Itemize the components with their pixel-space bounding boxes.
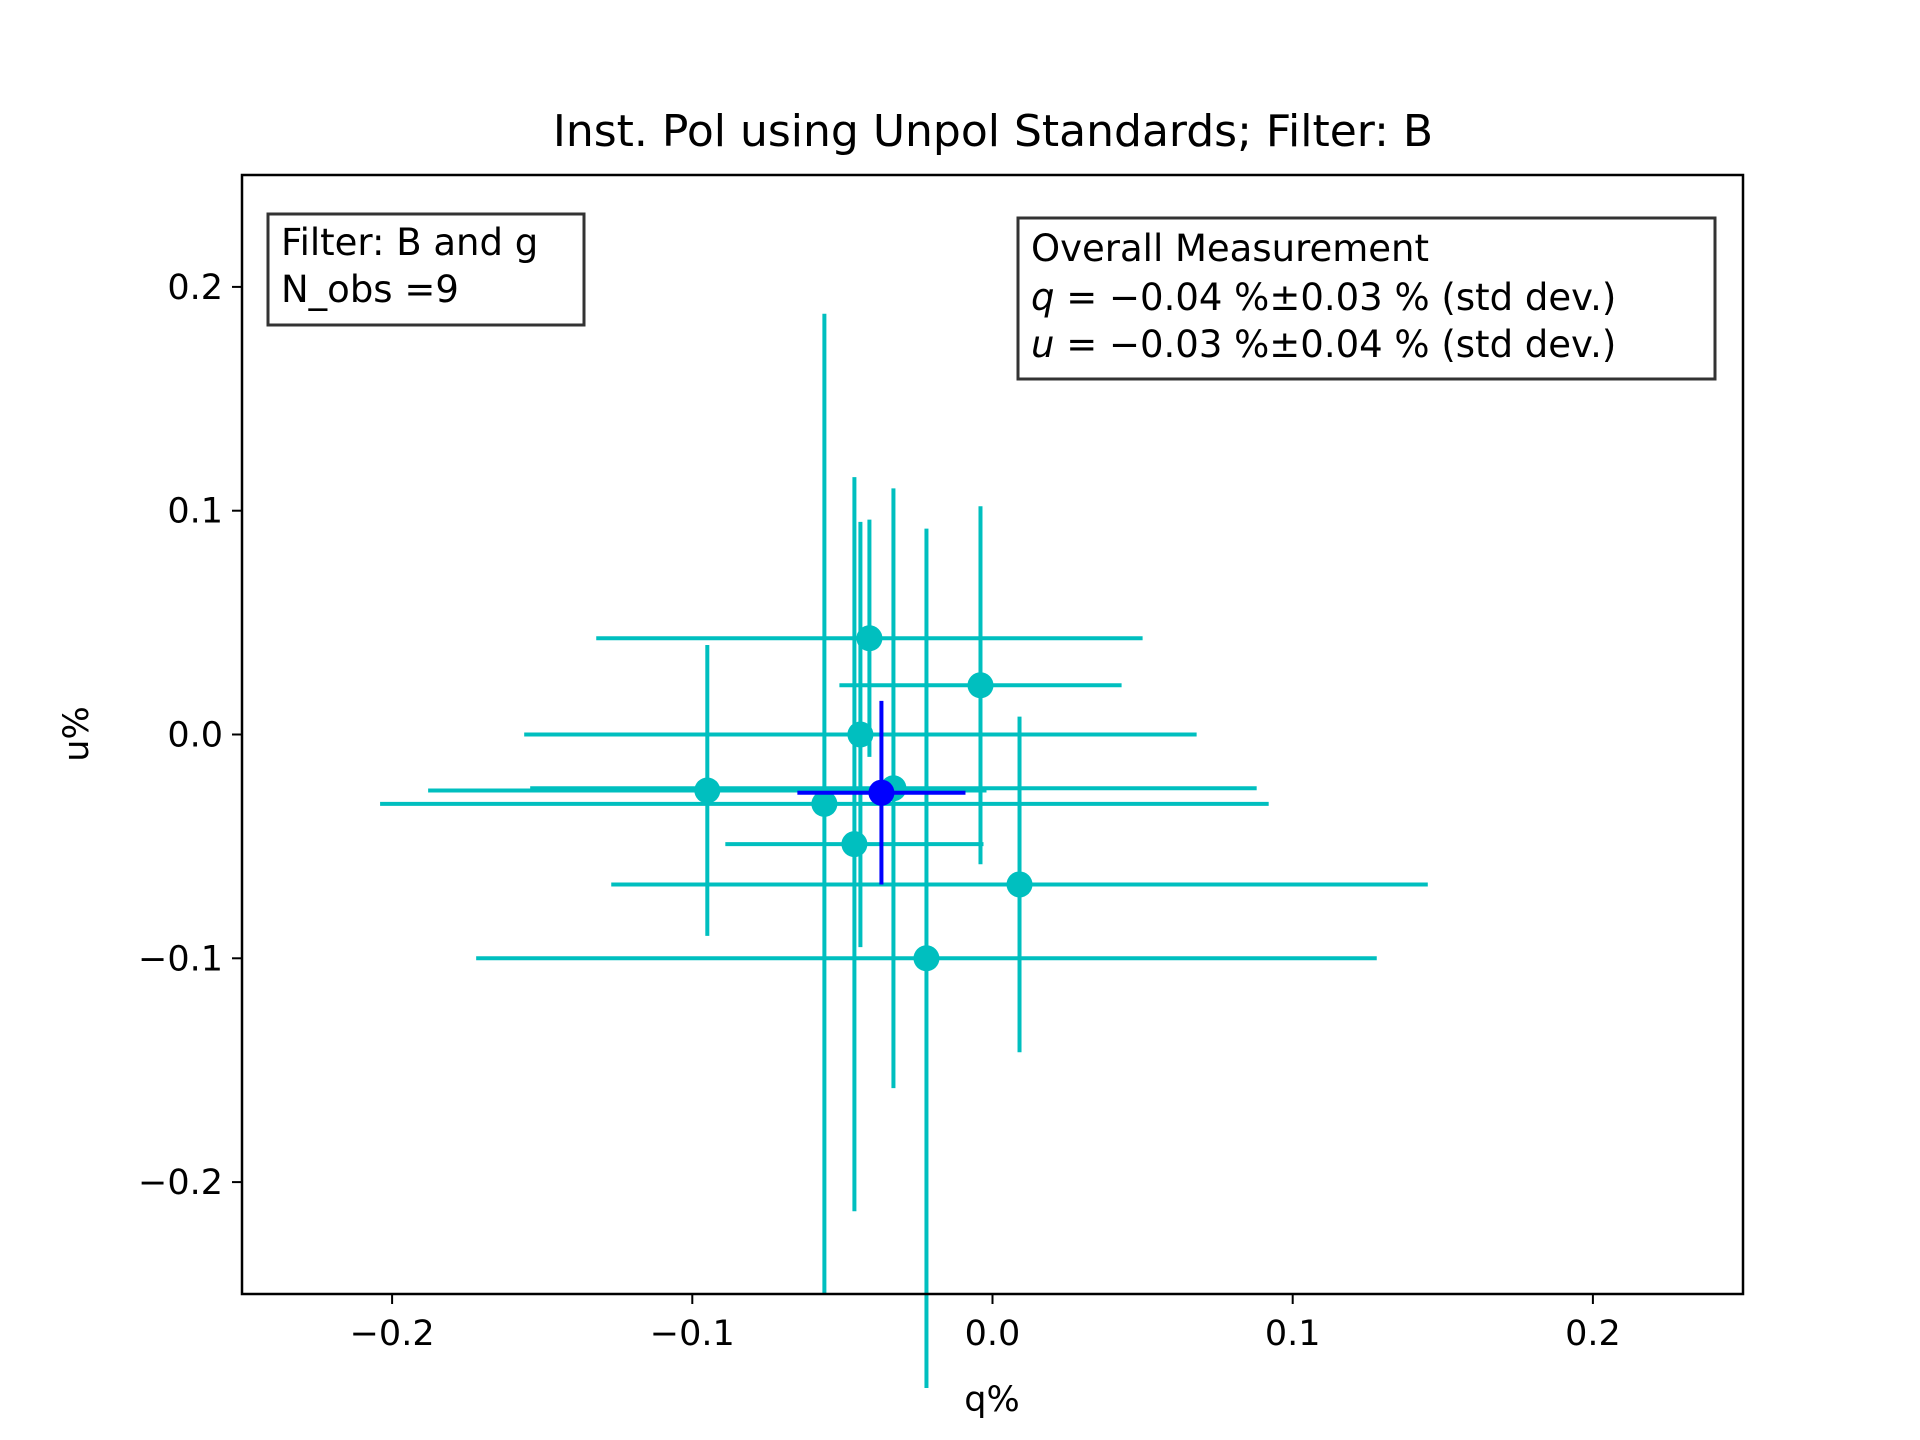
overall-series — [797, 700, 966, 885]
observation-point — [856, 625, 883, 652]
x-tick-label: 0.1 — [1265, 1314, 1321, 1354]
chart-title: Inst. Pol using Unpol Standards; Filter:… — [553, 106, 1433, 157]
observation-series — [380, 313, 1428, 1388]
overall-point — [868, 779, 895, 806]
u-measurement: u = −0.03 %±0.04 % (std dev.) — [1031, 323, 1616, 366]
x-axis-ticks: −0.2 −0.1 0.0 0.1 0.2 — [350, 1294, 1621, 1354]
y-tick-label: 0.1 — [167, 492, 223, 532]
y-axis-ticks: 0.2 0.1 0.0 −0.1 −0.2 — [138, 268, 242, 1203]
y-axis-label: u% — [57, 706, 97, 761]
observation-point — [694, 777, 721, 804]
x-tick-label: −0.1 — [650, 1314, 735, 1354]
u-symbol: u — [1031, 323, 1054, 366]
observation-point — [967, 672, 994, 699]
q-symbol: q — [1031, 276, 1055, 319]
nobs-label: N_obs =9 — [281, 268, 459, 311]
q-measurement: q = −0.04 %±0.03 % (std dev.) — [1031, 276, 1616, 319]
observation-point — [913, 945, 940, 972]
x-tick-label: 0.2 — [1565, 1314, 1621, 1354]
observation-point — [841, 831, 868, 858]
observation-point — [847, 721, 874, 748]
filter-info-box: Filter: B and g N_obs =9 — [266, 212, 586, 327]
plot-area — [380, 313, 1428, 1388]
overall-measurement-box: Overall Measurement q = −0.04 %±0.03 % (… — [1016, 216, 1717, 381]
observation-point — [1006, 871, 1033, 898]
y-tick-label: −0.2 — [138, 1163, 223, 1203]
overall-measurement-title: Overall Measurement — [1031, 227, 1429, 270]
x-tick-label: −0.2 — [350, 1314, 435, 1354]
observation-point — [811, 790, 838, 817]
x-axis-label: q% — [964, 1380, 1019, 1420]
y-tick-label: −0.1 — [138, 939, 223, 979]
x-tick-label: 0.0 — [965, 1314, 1021, 1354]
filter-label: Filter: B and g — [281, 221, 538, 264]
y-tick-label: 0.2 — [167, 268, 223, 308]
y-tick-label: 0.0 — [167, 716, 223, 756]
u-value: = −0.03 %±0.04 % (std dev.) — [1054, 323, 1616, 366]
q-value: = −0.04 %±0.03 % (std dev.) — [1055, 276, 1617, 319]
